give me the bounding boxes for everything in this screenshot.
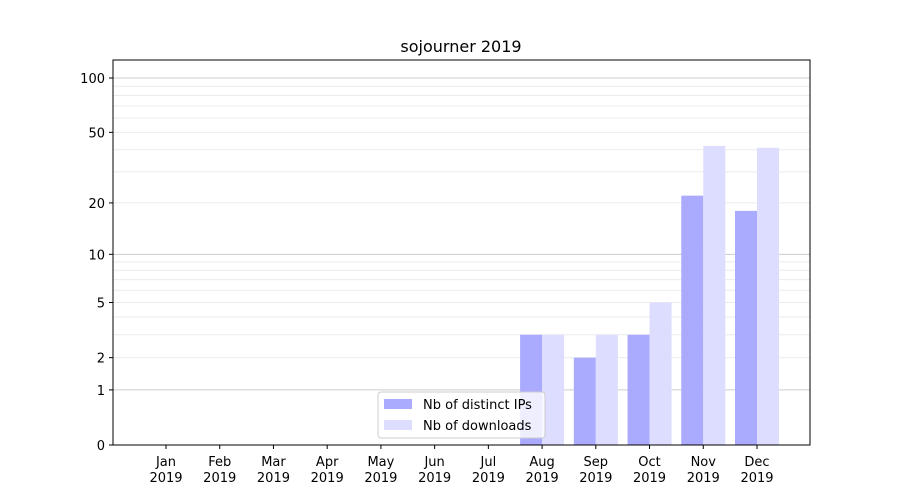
bar-downloads [703, 145, 726, 445]
bar-downloads [595, 334, 618, 445]
y-tick-label: 100 [80, 72, 105, 87]
x-tick-label: May [367, 455, 394, 470]
x-tick-label: Jun [423, 455, 444, 470]
x-tick-label: 2019 [311, 471, 344, 486]
bar-distinct-ips [681, 195, 704, 445]
x-tick-label: 2019 [579, 471, 612, 486]
y-tick-label: 20 [88, 197, 105, 212]
bar-distinct-ips [735, 210, 757, 445]
x-tick-label: Feb [208, 455, 231, 470]
y-tick-label: 1 [97, 384, 105, 399]
legend-label: Nb of distinct IPs [423, 398, 532, 413]
bar-distinct-ips [573, 357, 596, 445]
legend-swatch [384, 399, 412, 409]
legend-label: Nb of downloads [423, 419, 532, 434]
bar-downloads [757, 147, 779, 445]
x-tick-label: Mar [261, 455, 286, 470]
x-tick-label: Jan [155, 455, 176, 470]
x-tick-label: Jul [480, 455, 497, 470]
y-tick-label: 10 [88, 248, 105, 263]
x-tick-label: 2019 [740, 471, 773, 486]
legend: Nb of distinct IPs Nb of downloads [377, 391, 546, 439]
x-tick-label: Aug [529, 455, 554, 470]
y-tick-label: 5 [97, 297, 105, 312]
x-tick-label: Oct [638, 455, 660, 470]
x-tick-label: 2019 [472, 471, 505, 486]
x-tick-label: 2019 [633, 471, 666, 486]
chart-title: sojourner 2019 [400, 37, 521, 56]
bar-downloads [542, 334, 565, 445]
x-tick-label: Apr [316, 455, 339, 470]
x-tick-label: 2019 [364, 471, 397, 486]
legend-swatch [384, 420, 412, 430]
bar-downloads [649, 302, 672, 445]
x-tick-label: 2019 [203, 471, 236, 486]
x-tick-label: 2019 [257, 471, 290, 486]
x-tick-label: 2019 [526, 471, 559, 486]
y-tick-label: 50 [88, 126, 105, 141]
legend-box [377, 391, 546, 439]
x-tick-label: 2019 [418, 471, 451, 486]
bar-distinct-ips [627, 334, 650, 445]
plot-frame [112, 59, 811, 446]
x-tick-label: 2019 [149, 471, 182, 486]
x-tick-label: 2019 [687, 471, 720, 486]
x-tick-label: Nov [691, 455, 717, 470]
y-tick-label: 0 [97, 439, 105, 454]
x-tick-label: Dec [744, 455, 769, 470]
y-tick-label: 2 [97, 352, 105, 367]
x-tick-label: Sep [584, 455, 609, 470]
